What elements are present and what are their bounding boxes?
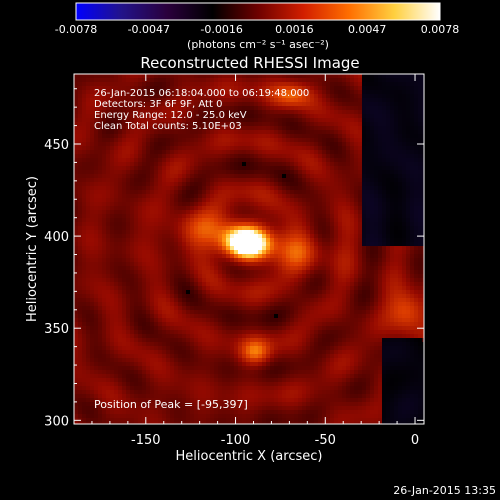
colorbar-tick-label: 0.0047 — [348, 23, 387, 36]
footer-timestamp: 26-Jan-2015 13:35 — [393, 484, 496, 497]
colorbar-gradient — [75, 2, 441, 21]
y-tick-label: 350 — [44, 322, 69, 337]
plot-frame — [73, 73, 425, 425]
heatmap-image — [74, 74, 424, 424]
colorbar-tick-label: -0.0016 — [200, 23, 242, 36]
colorbar: -0.0078 -0.0047 -0.0016 0.0016 0.0047 0.0078 … — [55, 2, 459, 51]
x-axis-label: Heliocentric X (arcsec) — [176, 449, 323, 464]
chart-title: Reconstructed RHESSI Image — [140, 54, 359, 72]
y-axis: 300 350 400 450 — [44, 88, 424, 429]
annotation-line: Energy Range: 12.0 - 25.0 keV — [94, 110, 247, 121]
x-tick-label: 0 — [411, 433, 419, 448]
y-axis-label: Heliocentric Y (arcsec) — [25, 176, 40, 322]
y-tick-label: 300 — [44, 414, 69, 429]
x-tick-label: -150 — [131, 433, 161, 448]
annotations: 26-Jan-2015 06:18:04.000 to 06:19:48.000… — [94, 88, 309, 132]
x-tick-label: -100 — [221, 433, 251, 448]
y-tick-label: 400 — [44, 230, 69, 245]
colorbar-tick-label: 0.0078 — [421, 23, 460, 36]
y-tick-label: 450 — [44, 138, 69, 153]
annotation-line: Detectors: 3F 6F 9F, Att 0 — [94, 99, 222, 110]
annotation-line: Clean Total counts: 5.10E+03 — [94, 121, 242, 132]
colorbar-ticks: -0.0078 -0.0047 -0.0016 0.0016 0.0047 0.0078 — [55, 23, 459, 36]
x-axis: -150 -100 -50 0 — [91, 74, 419, 448]
colorbar-tick-label: -0.0078 — [55, 23, 97, 36]
colorbar-tick-label: 0.0016 — [275, 23, 314, 36]
colorbar-unit: (photons cm⁻² s⁻¹ asec⁻²) — [187, 38, 329, 51]
annotation-line: 26-Jan-2015 06:18:04.000 to 06:19:48.000 — [94, 88, 309, 99]
colorbar-tick-label: -0.0047 — [128, 23, 170, 36]
peak-position-label: Position of Peak = [-95,397] — [94, 398, 248, 411]
x-tick-label: -50 — [315, 433, 336, 448]
